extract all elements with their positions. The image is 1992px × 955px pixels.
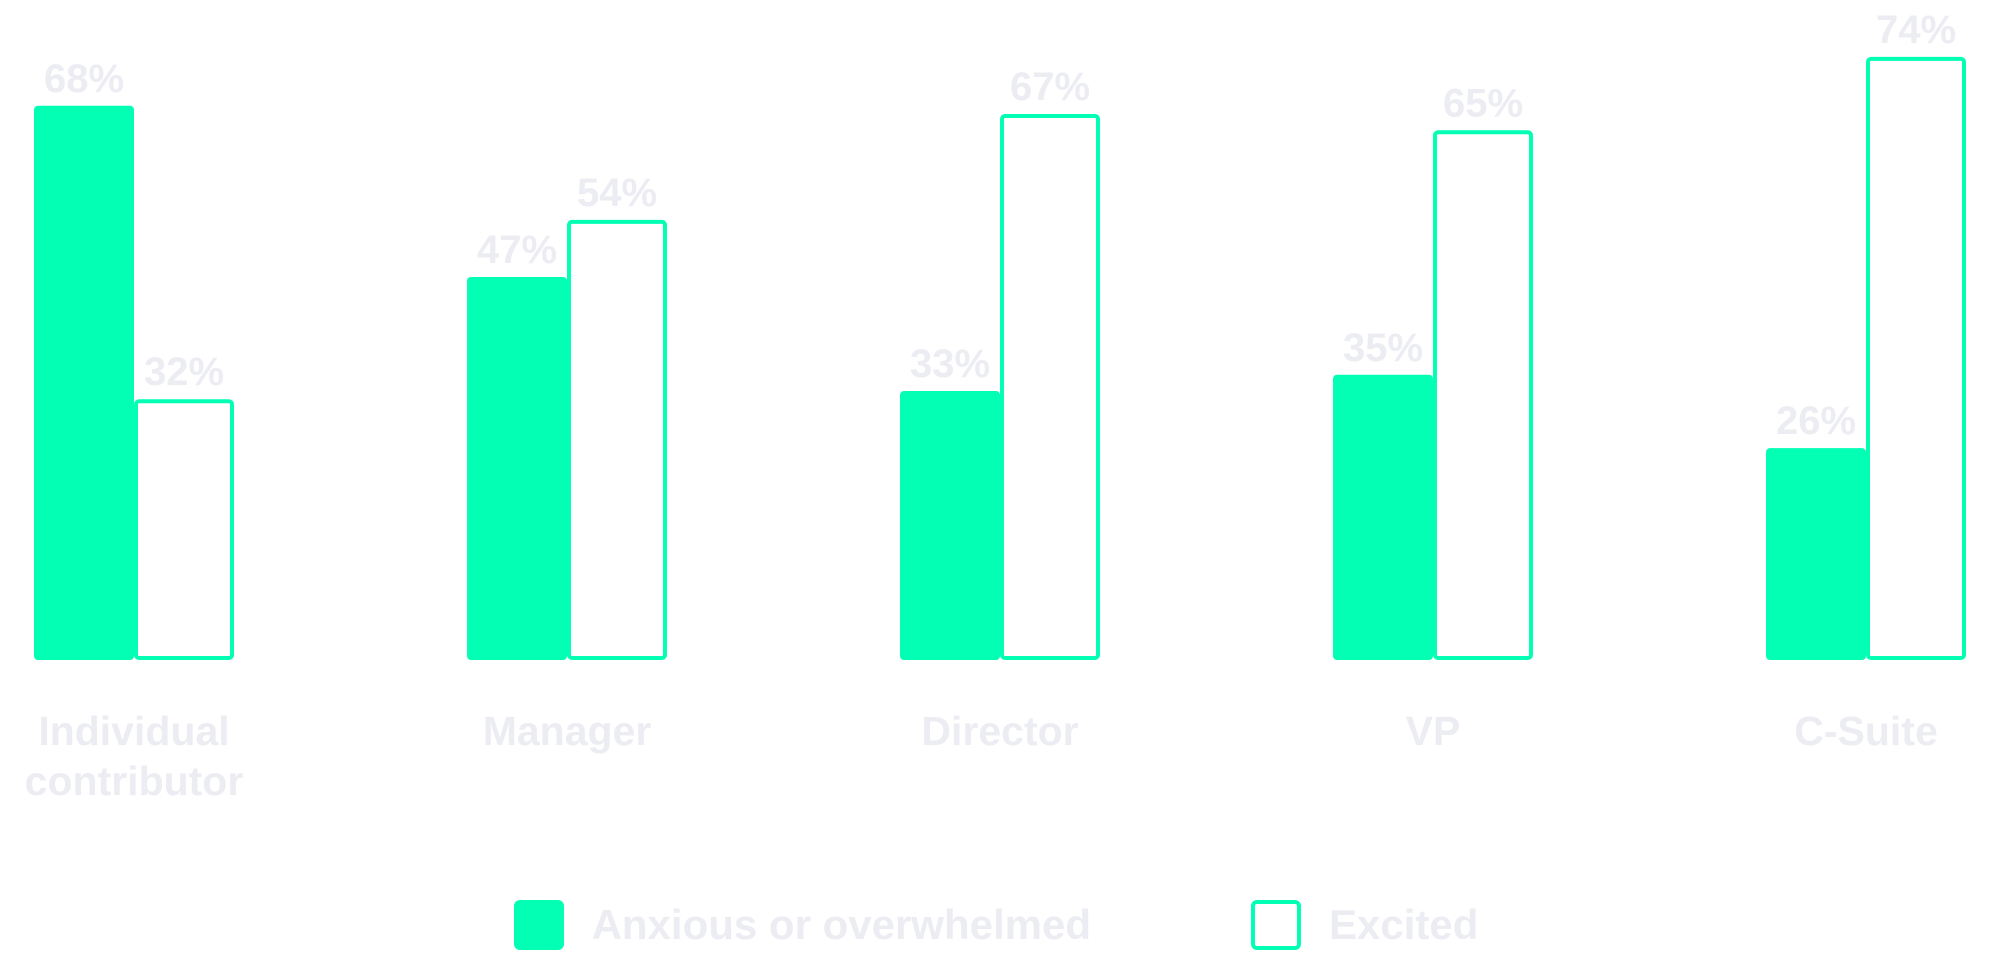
bar-anxious-or-overwhelmed-director: [900, 391, 1000, 660]
category-label-vp: VP: [1406, 708, 1461, 754]
value-label-anxious-or-overwhelmed-manager: 47%: [477, 228, 557, 272]
category-label-individual-contributor-line-1: Individual: [38, 708, 229, 754]
bar-excited-vp: [1433, 130, 1533, 660]
value-label-excited-c-suite: 74%: [1876, 8, 1956, 52]
legend-item-anxious: Anxious or overwhelmed: [513, 900, 1092, 950]
legend-item-excited: Excited: [1251, 900, 1478, 950]
value-label-anxious-or-overwhelmed-vp: 35%: [1343, 326, 1423, 370]
legend: Anxious or overwhelmed Excited: [0, 895, 1992, 955]
bar-excited-manager: [567, 219, 667, 660]
bar-excited-c-suite: [1866, 56, 1966, 660]
legend-label-anxious: Anxious or overwhelmed: [591, 901, 1092, 948]
value-label-excited-vp: 65%: [1443, 81, 1523, 125]
legend-swatch-outline: [1251, 900, 1302, 950]
bar-excited-individual-contributor: [134, 399, 234, 660]
value-label-anxious-or-overwhelmed-individual-contributor: 68%: [44, 57, 124, 101]
value-label-excited-manager: 54%: [577, 171, 657, 215]
value-label-excited-director: 67%: [1010, 65, 1090, 109]
value-label-excited-individual-contributor: 32%: [144, 350, 224, 394]
bar-excited-director: [1000, 113, 1100, 660]
value-label-anxious-or-overwhelmed-director: 33%: [910, 342, 990, 386]
category-label-individual-contributor-line-2: contributor: [25, 758, 244, 804]
value-labels-layer: 68% 32% 47% 54% 33% 67% 35% 65% 26% 74%: [44, 8, 1956, 443]
bar-anxious-or-overwhelmed-manager: [467, 276, 567, 660]
category-label-director: Director: [921, 708, 1078, 754]
bars-layer: [34, 56, 1966, 661]
legend-swatch-filled: [513, 900, 564, 950]
bar-anxious-or-overwhelmed-individual-contributor: [34, 105, 134, 661]
value-label-anxious-or-overwhelmed-c-suite: 26%: [1776, 399, 1856, 443]
bar-chart: 68% 32% 47% 54% 33% 67% 35% 65% 26% 74% Individua…: [25, 8, 1966, 804]
category-label-manager: Manager: [483, 708, 652, 754]
bar-anxious-or-overwhelmed-vp: [1333, 374, 1433, 660]
bar-anxious-or-overwhelmed-c-suite: [1766, 448, 1866, 660]
legend-label-excited: Excited: [1329, 901, 1479, 948]
category-label-c-suite: C-Suite: [1794, 708, 1938, 754]
